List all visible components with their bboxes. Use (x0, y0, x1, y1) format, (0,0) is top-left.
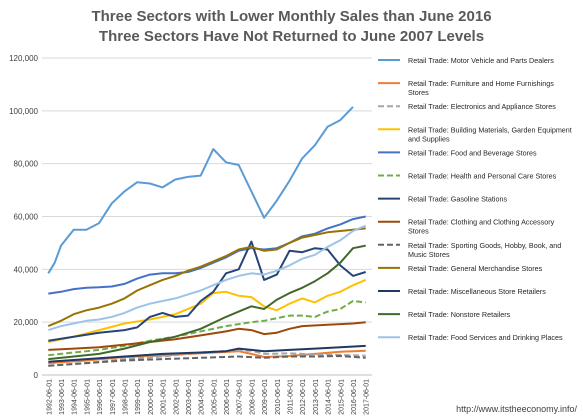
series-line (48, 300, 366, 357)
x-tick-label: 2007-06-01 (237, 379, 244, 415)
y-tick-label: 60,000 (14, 213, 39, 222)
x-tick-label: 1996-06-01 (97, 379, 104, 415)
series-line (48, 244, 366, 361)
series-line (48, 278, 367, 343)
x-tick-label: 2001-06-01 (161, 379, 168, 415)
x-tick-label: 1995-06-01 (84, 379, 91, 415)
x-tick-label: 2016-06-01 (351, 379, 358, 415)
legend-label: Retail Trade: Miscellaneous Store Retail… (408, 287, 546, 296)
series-line (48, 349, 366, 367)
x-tick-label: 2008-06-01 (249, 379, 256, 415)
x-tick-label: 1994-06-01 (72, 379, 79, 415)
series-line (48, 240, 366, 342)
y-tick-label: 100,000 (9, 107, 38, 116)
x-tick-label: 2009-06-01 (262, 379, 269, 415)
chart-title: Three Sectors with Lower Monthly Sales t… (91, 8, 492, 25)
x-tick-label: 1999-06-01 (135, 379, 142, 415)
x-tick-label: 2013-06-01 (313, 379, 320, 415)
x-tick-label: 2014-06-01 (326, 379, 333, 415)
series-line (48, 344, 366, 363)
legend-label: Retail Trade: Furniture and Home Furnish… (408, 79, 554, 97)
chart-subtitle: Three Sectors Have Not Returned to June … (98, 28, 485, 45)
x-tick-label: 2010-06-01 (275, 379, 282, 415)
legend-label: Retail Trade: Nonstore Retailers (408, 310, 511, 319)
series-line (48, 215, 366, 295)
legend-label: Retail Trade: Food and Beverage Stores (408, 148, 537, 157)
x-tick-label: 2000-06-01 (148, 379, 155, 415)
y-tick-label: 20,000 (14, 318, 39, 327)
y-tick-label: 80,000 (14, 160, 39, 169)
x-tick-label: 2006-06-01 (224, 379, 231, 415)
legend-label: Retail Trade: Sporting Goods, Hobby, Boo… (408, 241, 561, 259)
x-tick-label: 1998-06-01 (123, 379, 130, 415)
legend-label: Retail Trade: Motor Vehicle and Parts De… (408, 56, 554, 65)
x-tick-label: 2015-06-01 (338, 379, 345, 415)
x-tick-label: 2005-06-01 (211, 379, 218, 415)
series-line (47, 227, 366, 328)
x-tick-label: 1993-06-01 (59, 379, 66, 415)
x-tick-label: 2003-06-01 (186, 379, 193, 415)
legend-label: Retail Trade: Gasoline Stations (408, 195, 507, 204)
x-tick-label: 2017-06-01 (364, 379, 371, 415)
y-tick-label: 40,000 (14, 265, 39, 274)
series-line (47, 224, 367, 332)
y-tick-label: 120,000 (9, 54, 38, 63)
source-text: http://www.itstheeconomy.info/ (456, 404, 577, 414)
x-tick-label: 1997-06-01 (110, 379, 117, 415)
legend-label: Retail Trade: Clothing and Clothing Acce… (408, 218, 555, 236)
x-tick-label: 2002-06-01 (173, 379, 180, 415)
series-line (48, 321, 366, 351)
x-tick-label: 2004-06-01 (199, 379, 206, 415)
x-tick-label: 1992-06-01 (46, 379, 53, 415)
x-tick-label: 2012-06-01 (300, 379, 307, 415)
series-line (48, 355, 366, 367)
legend-label: Retail Trade: Health and Personal Care S… (408, 172, 557, 181)
legend-label: Retail Trade: General Merchandise Stores (408, 264, 543, 273)
series-line (47, 106, 354, 274)
y-tick-label: 0 (34, 371, 39, 380)
legend-label: Retail Trade: Building Materials, Garden… (408, 125, 572, 143)
legend-label: Retail Trade: Food Services and Drinking… (408, 333, 563, 342)
legend-label: Retail Trade: Electronics and Appliance … (408, 102, 556, 111)
x-tick-label: 2011-06-01 (288, 379, 295, 414)
